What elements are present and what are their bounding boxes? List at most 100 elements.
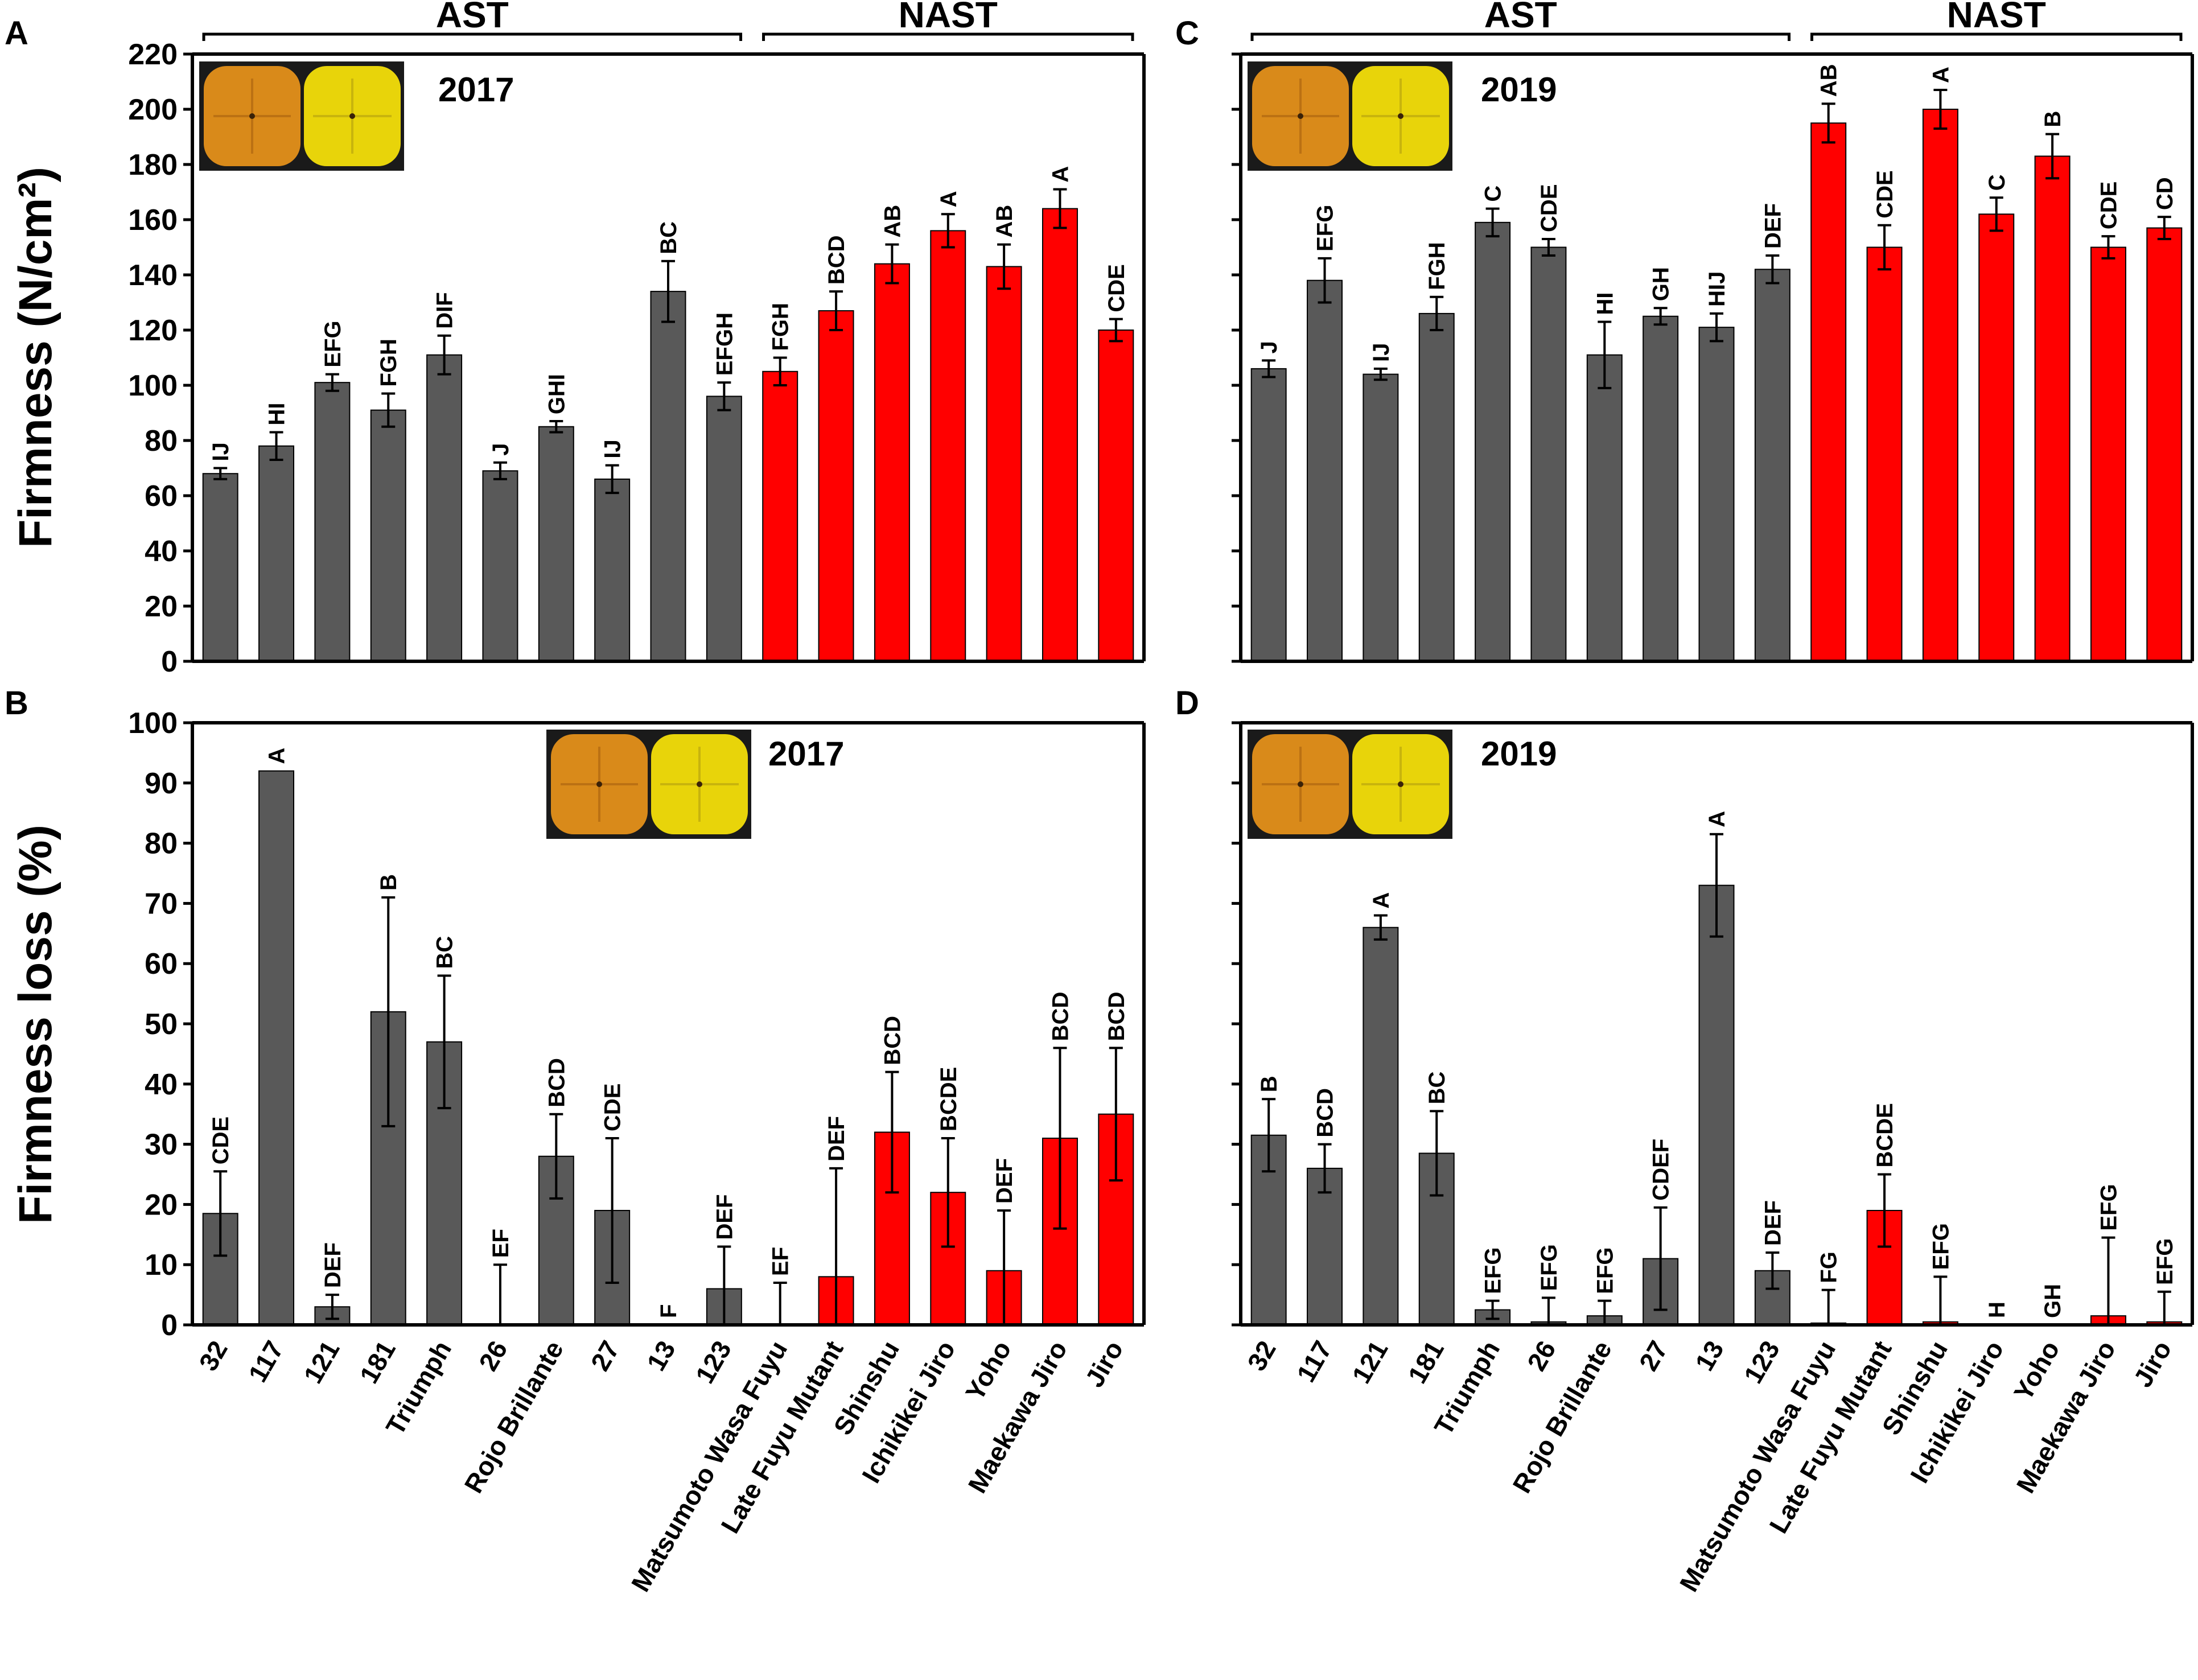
significance-letter: HI: [1592, 292, 1617, 315]
group-label: AST: [436, 0, 509, 35]
error-bar: [1710, 312, 1723, 343]
error-bar: [1262, 359, 1276, 378]
x-tick-label: 123: [690, 1336, 737, 1388]
bar: [370, 409, 406, 662]
significance-letter: IJ: [600, 439, 625, 458]
significance-letter: CD: [2152, 177, 2178, 210]
significance-letter: B: [376, 874, 401, 891]
error-bar: [1878, 1173, 1892, 1248]
error-bar: [661, 260, 675, 323]
x-tick-label: 123: [1738, 1336, 1785, 1388]
bar: [818, 310, 854, 662]
error-bar: [941, 1137, 955, 1248]
bar: [930, 230, 966, 662]
significance-letter: CDEF: [1649, 1139, 1674, 1201]
y-tick-label: 80: [145, 425, 178, 458]
significance-letter: CDE: [1872, 170, 1897, 218]
error-bar: [1821, 102, 1835, 144]
significance-letter: HIJ: [1705, 271, 1730, 307]
significance-letter: FG: [1817, 1251, 1842, 1283]
group-label: AST: [1484, 0, 1557, 35]
significance-letter: CDE: [600, 1084, 625, 1131]
y-tick-label: 0: [161, 645, 178, 678]
y-tick-label: 160: [128, 204, 178, 237]
panel-letter: D: [1175, 685, 1199, 722]
error-bar: [381, 392, 396, 428]
y-tick-label: 90: [145, 767, 178, 800]
significance-letter: A: [265, 748, 290, 764]
persimmon-fruit-photo: [546, 730, 751, 839]
y-tick-label: 50: [145, 1008, 178, 1041]
error-bar: [1598, 320, 1612, 389]
x-tick-label: 26: [473, 1336, 513, 1376]
error-bar: [1653, 1206, 1668, 1311]
x-tick-label: 117: [1291, 1336, 1337, 1387]
error-bar: [493, 461, 507, 480]
bar: [538, 426, 574, 662]
bar: [594, 478, 631, 662]
significance-letter: CDE: [1537, 184, 1562, 232]
error-bar: [885, 1070, 899, 1194]
significance-letter: EFG: [2096, 1184, 2121, 1230]
panel-a: A IJ HI EFG FGH DIF J GHI IJ BC EFGH FGH BCD AB A AB A CD…: [5, 0, 1146, 678]
error-bar: [1053, 1047, 1067, 1230]
error-bar: [1541, 1296, 1555, 1326]
y-tick-label: 10: [145, 1249, 178, 1282]
significance-letter: BCDE: [936, 1067, 961, 1131]
significance-letter: BCD: [544, 1058, 569, 1107]
bar: [1042, 208, 1078, 662]
significance-letter: B: [2040, 111, 2065, 127]
error-bar: [773, 356, 787, 386]
year-label: 2017: [438, 71, 514, 109]
bar: [1698, 327, 1735, 662]
x-tick-label: Yoho: [2008, 1336, 2065, 1406]
error-bar: [1710, 833, 1723, 938]
bar: [1418, 312, 1455, 662]
bar: [1098, 330, 1134, 662]
y-tick-label: 200: [128, 93, 178, 126]
error-bar: [1933, 89, 1948, 130]
error-bar: [1109, 1047, 1123, 1182]
significance-letter: EFG: [2152, 1238, 2178, 1285]
bar: [1363, 927, 1399, 1325]
panel-letter: C: [1175, 15, 1199, 52]
significance-letter: FGH: [768, 303, 793, 351]
significance-letter: EFG: [1592, 1247, 1617, 1294]
x-tick-label: 181: [1402, 1336, 1449, 1388]
error-bar: [1430, 295, 1444, 331]
error-bar: [1318, 257, 1332, 304]
error-bar: [2157, 1290, 2171, 1326]
bar: [706, 396, 742, 662]
significance-letter: GH: [2040, 1284, 2065, 1318]
bar: [1586, 354, 1623, 662]
error-bar: [2101, 235, 2115, 260]
significance-letter: A: [1369, 892, 1394, 909]
bar: [874, 263, 910, 662]
error-bar: [1933, 1275, 1948, 1326]
significance-letter: BCD: [1313, 1088, 1338, 1138]
error-bar: [605, 464, 619, 495]
significance-letter: DEF: [1760, 1200, 1785, 1246]
panel-b: BCDEADEFBBCEFBCDCDEFDEFEFDEFBCDBCDEDEFBC…: [5, 685, 1146, 1596]
significance-letter: FGH: [376, 339, 401, 386]
y-tick-label: 60: [145, 948, 178, 981]
error-bar: [549, 1113, 563, 1200]
persimmon-fruit-photo: [1248, 61, 1452, 171]
y-tick-label: 120: [128, 314, 178, 347]
bar: [426, 354, 463, 662]
x-tick-label: 32: [193, 1336, 233, 1376]
significance-letter: HI: [265, 402, 290, 425]
x-tick-label: 13: [1689, 1336, 1730, 1376]
x-tick-label: 117: [242, 1336, 289, 1387]
significance-letter: BCDE: [1872, 1103, 1897, 1167]
error-bar: [997, 243, 1011, 290]
group-bracket-ast: AST: [202, 0, 743, 41]
error-bar: [829, 290, 843, 331]
y-tick-label: 220: [128, 38, 178, 71]
bar: [1978, 213, 2015, 662]
y-tick-label: 0: [161, 1309, 178, 1342]
bar: [986, 266, 1022, 662]
error-bar: [717, 381, 731, 411]
error-bar: [493, 1263, 507, 1326]
